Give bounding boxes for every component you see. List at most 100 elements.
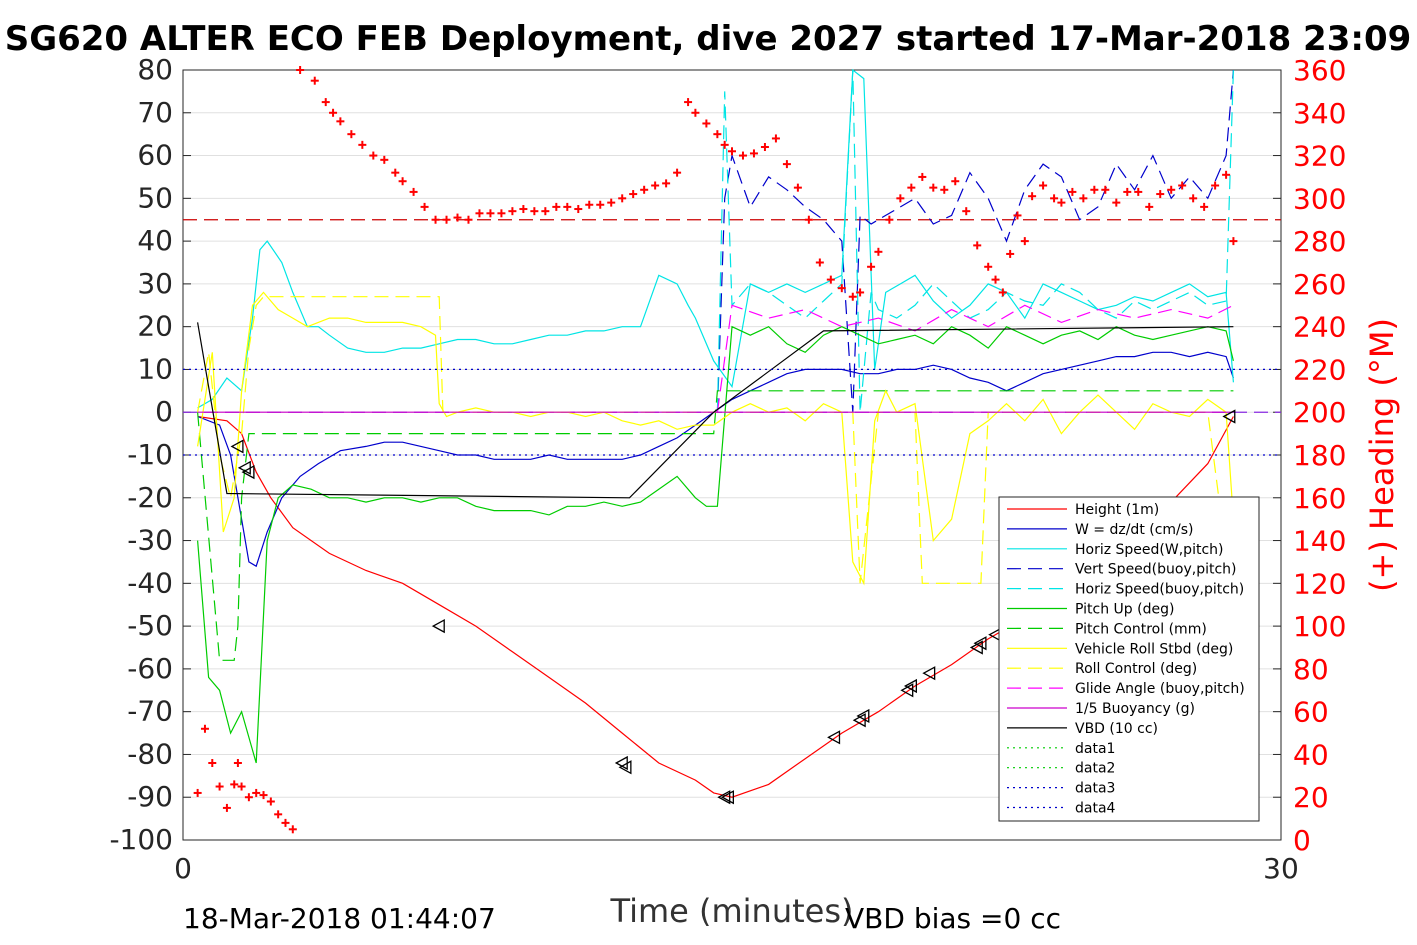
right-tick-label: 80 — [1293, 653, 1329, 686]
heading-marker — [369, 151, 378, 160]
heading-marker — [475, 209, 484, 218]
heading-marker — [1178, 181, 1187, 190]
series-line — [197, 322, 1234, 499]
right-tick-label: 120 — [1293, 567, 1346, 600]
x-tick-label: 30 — [1263, 852, 1299, 885]
left-tick-label: -90 — [127, 780, 173, 813]
heading-marker — [420, 202, 429, 211]
left-tick-label: 70 — [137, 96, 173, 129]
left-tick-label: 80 — [137, 53, 173, 86]
turn-marker — [827, 730, 841, 745]
heading-marker — [380, 155, 389, 164]
series-line — [197, 325, 1234, 764]
heading-marker — [1090, 185, 1099, 194]
heading-marker — [281, 818, 290, 827]
heading-marker — [991, 275, 1000, 284]
heading-marker — [885, 215, 894, 224]
heading-marker — [1101, 185, 1110, 194]
heading-marker — [713, 130, 722, 139]
x-axis-label: Time (minutes) — [610, 892, 854, 930]
heading-marker — [530, 207, 539, 216]
heading-marker — [1211, 181, 1220, 190]
heading-marker — [541, 207, 550, 216]
heading-marker — [552, 202, 561, 211]
heading-marker — [1028, 192, 1037, 201]
right-axis: 3603403203002802602402202001801601401201… — [1273, 54, 1346, 857]
left-tick-label: 30 — [137, 267, 173, 300]
heading-marker — [1123, 187, 1132, 196]
heading-marker — [867, 262, 876, 271]
turn-marker — [241, 465, 255, 480]
legend-entry: Roll Control (deg) — [1075, 661, 1197, 677]
heading-marker — [464, 215, 473, 224]
legend-entry: Horiz Speed(W,pitch) — [1075, 542, 1223, 558]
right-tick-label: 0 — [1293, 824, 1311, 857]
heading-marker — [1145, 202, 1154, 211]
left-tick-label: -70 — [127, 695, 173, 728]
footer-vbd-bias: VBD bias =0 cc — [845, 902, 1061, 935]
heading-marker — [929, 183, 938, 192]
turn-marker — [720, 790, 734, 805]
right-tick-label: 200 — [1293, 396, 1346, 429]
heading-marker — [391, 168, 400, 177]
heading-marker — [984, 262, 993, 271]
series-line — [716, 69, 1234, 413]
legend-entry: Pitch Control (mm) — [1075, 621, 1207, 637]
heading-marker — [1039, 181, 1048, 190]
left-tick-label: 60 — [137, 139, 173, 172]
right-tick-label: 40 — [1293, 738, 1329, 771]
left-tick-label: 40 — [137, 224, 173, 257]
legend: Height (1m) W = dz/dt (cm/s) Horiz Speed(W… — [998, 496, 1260, 822]
heading-marker — [874, 247, 883, 256]
turn-marker — [618, 760, 632, 775]
heading-marker — [749, 149, 758, 158]
heading-marker — [607, 198, 616, 207]
legend-entry: data1 — [1075, 741, 1115, 757]
heading-marker — [804, 215, 813, 224]
heading-marker — [200, 724, 209, 733]
right-tick-label: 260 — [1293, 268, 1346, 301]
left-tick-label: 20 — [137, 310, 173, 343]
heading-marker — [336, 117, 345, 126]
heading-marker — [230, 780, 239, 789]
turn-marker — [856, 708, 870, 724]
heading-marker — [771, 134, 780, 143]
left-tick-label: -30 — [127, 524, 173, 557]
heading-marker — [1112, 198, 1121, 207]
legend-box — [998, 496, 1260, 822]
heading-marker — [321, 98, 330, 107]
heading-marker — [585, 200, 594, 209]
heading-markers — [193, 66, 1238, 834]
left-axis: 80 70 60 50 40 30 20 10 0 -10 -20 -30 -40 -50 -60 -70 -8… — [109, 53, 191, 856]
left-tick-label: -80 — [127, 737, 173, 770]
turn-marker — [431, 619, 445, 634]
series-line — [197, 291, 1234, 586]
legend-entry: Pitch Up (deg) — [1075, 602, 1174, 618]
heading-marker — [222, 803, 231, 812]
legend-entry: data2 — [1075, 761, 1115, 777]
x-axis: 0 30 — [174, 832, 1299, 885]
legend-entry: data4 — [1075, 801, 1116, 817]
right-tick-label: 360 — [1293, 54, 1346, 87]
legend-entry: Glide Angle (buoy,pitch) — [1075, 681, 1245, 697]
legend-entry: Vehicle Roll Stbd (deg) — [1075, 641, 1233, 657]
right-tick-label: 140 — [1293, 525, 1346, 558]
legend-entry: Horiz Speed(buoy,pitch) — [1075, 582, 1244, 598]
heading-marker — [837, 284, 846, 293]
right-tick-label: 60 — [1293, 696, 1329, 729]
heading-marker — [486, 209, 495, 218]
heading-marker — [962, 207, 971, 216]
heading-marker — [951, 177, 960, 186]
heading-marker — [782, 160, 791, 169]
heading-marker — [673, 168, 682, 177]
heading-marker — [1229, 237, 1238, 246]
heading-marker — [651, 181, 660, 190]
heading-marker — [1200, 202, 1209, 211]
heading-marker — [563, 202, 572, 211]
turn-marker — [717, 790, 731, 805]
heading-marker — [998, 288, 1007, 297]
series-line — [197, 68, 1234, 409]
left-tick-label: 10 — [137, 352, 173, 385]
heading-marker — [1156, 190, 1165, 199]
